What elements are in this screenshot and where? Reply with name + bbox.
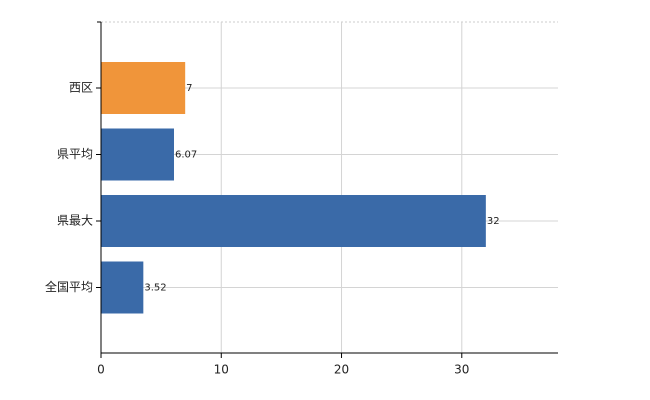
bar [101, 62, 186, 114]
y-tick-label: 全国平均 [45, 279, 93, 294]
x-tick-label: 10 [214, 363, 229, 377]
x-tick-label: 30 [454, 363, 469, 377]
value-label: 7 [186, 83, 192, 94]
x-tick-label: 20 [334, 363, 349, 377]
value-label: 6.07 [175, 150, 197, 161]
bar [101, 261, 144, 314]
y-tick-label: 県平均 [57, 147, 93, 161]
y-tick-label: 県最大 [57, 214, 93, 228]
x-tick-label: 0 [97, 363, 105, 377]
value-label: 32 [487, 216, 500, 227]
bar [101, 195, 486, 247]
value-label: 3.52 [144, 283, 166, 294]
y-tick-label: 西区 [69, 81, 93, 95]
bar [101, 128, 174, 181]
